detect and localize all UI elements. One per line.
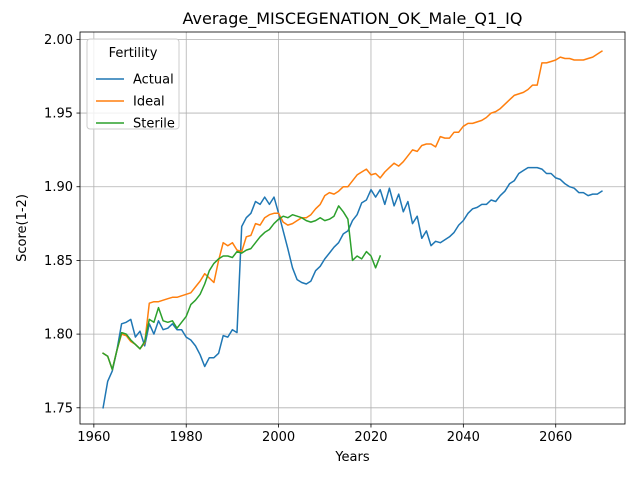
x-tick-label: 1960 bbox=[77, 430, 110, 445]
y-tick-label: 1.80 bbox=[44, 328, 73, 343]
x-tick-label: 2000 bbox=[262, 430, 295, 445]
y-tick-label: 1.75 bbox=[44, 401, 73, 416]
legend: Fertility Actual Ideal Sterile bbox=[86, 38, 180, 132]
y-axis-label: Score(1-2) bbox=[15, 194, 30, 262]
series-line-actual bbox=[102, 166, 603, 409]
legend-label-actual: Actual bbox=[133, 73, 174, 88]
y-tick-label: 1.85 bbox=[44, 254, 73, 269]
series-line-sterile bbox=[102, 205, 382, 371]
legend-label-sterile: Sterile bbox=[133, 117, 175, 132]
x-axis-label: Years bbox=[334, 450, 370, 465]
x-tick-label: 2040 bbox=[447, 430, 480, 445]
legend-box bbox=[86, 38, 180, 130]
axis-ticks: 1960 1980 2000 2020 2040 2060 1.75 1.80 1.85 1.90… bbox=[44, 33, 572, 445]
series-line-ideal bbox=[102, 50, 603, 371]
y-tick-label: 2.00 bbox=[44, 33, 73, 48]
y-tick-label: 1.90 bbox=[44, 180, 73, 195]
plot-frame bbox=[79, 31, 626, 425]
x-tick-label: 2020 bbox=[354, 430, 387, 445]
grid bbox=[80, 32, 625, 424]
y-tick-label: 1.95 bbox=[44, 107, 73, 122]
chart-title: Average_MISCEGENATION_OK_Male_Q1_IQ bbox=[183, 9, 523, 29]
x-tick-label: 1980 bbox=[170, 430, 203, 445]
x-tick-label: 2060 bbox=[539, 430, 572, 445]
legend-title: Fertility bbox=[109, 46, 158, 61]
legend-label-ideal: Ideal bbox=[133, 95, 165, 110]
series-lines bbox=[102, 50, 603, 409]
